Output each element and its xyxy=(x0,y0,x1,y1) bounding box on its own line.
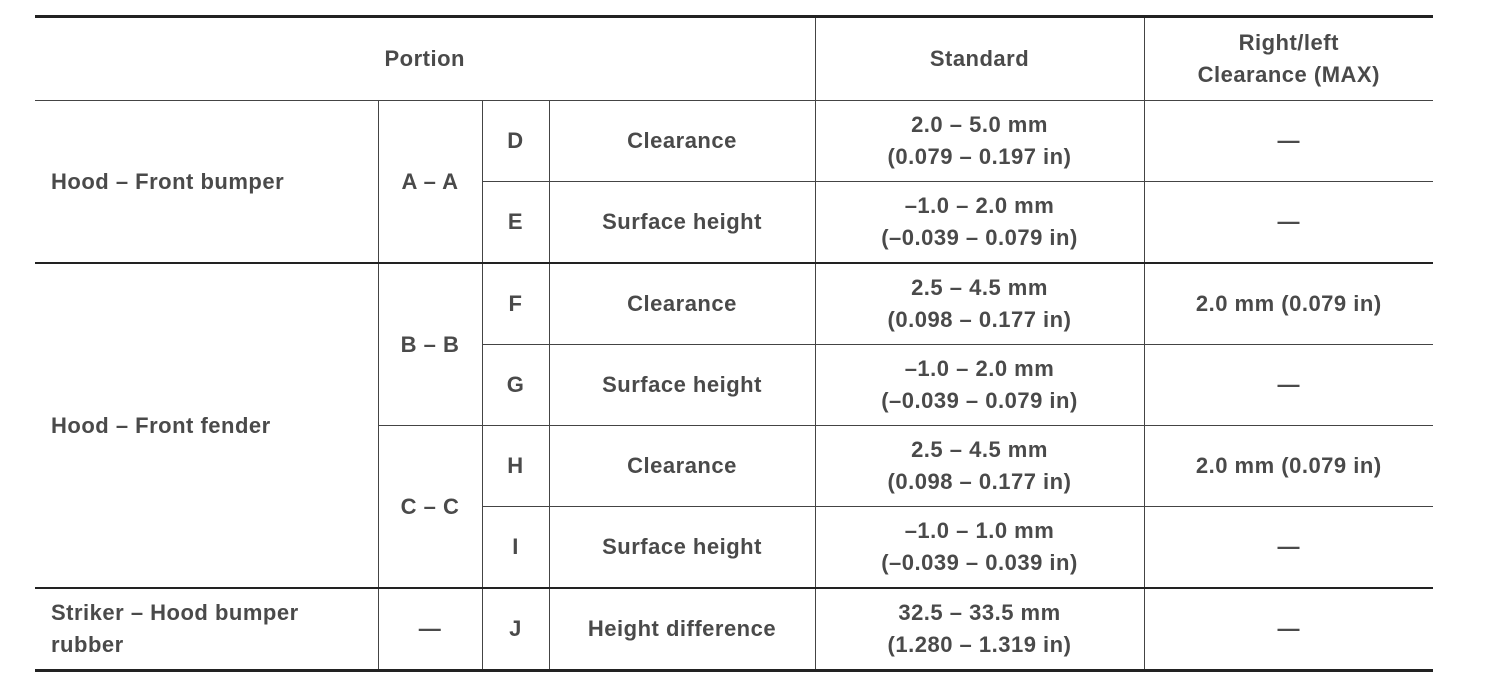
row: Hood – Front fender B – B F Clearance 2.… xyxy=(35,262,1433,589)
standard: 2.5 – 4.5 mm (0.098 – 0.177 in) xyxy=(814,425,1145,507)
max-clearance: — xyxy=(1143,344,1433,426)
item: Surface height xyxy=(548,506,816,589)
row: Hood – Front bumper A – A D Clearance 2.… xyxy=(35,100,1433,264)
row: I Surface height –1.0 – 1.0 mm (–0.039 –… xyxy=(35,506,1433,589)
point: I xyxy=(482,506,550,589)
item: Clearance xyxy=(548,425,816,507)
max-clearance: — xyxy=(1143,587,1433,671)
max-clearance: — xyxy=(1143,181,1433,264)
point: H xyxy=(481,425,550,507)
row: Striker – Hood bumper rubber — J Height … xyxy=(35,587,1433,671)
standard: –1.0 – 1.0 mm (–0.039 – 0.039 in) xyxy=(814,506,1145,589)
row: C – C H Clearance 2.5 – 4.5 mm (0.098 – … xyxy=(35,425,1433,589)
header-row: Portion Standard Right/left Clearance (M… xyxy=(35,16,1433,101)
item: Surface height xyxy=(548,181,816,264)
row: G Surface height –1.0 – 2.0 mm (–0.039 –… xyxy=(35,344,1433,426)
standard: –1.0 – 2.0 mm (–0.039 – 0.079 in) xyxy=(814,181,1145,264)
max-clearance: — xyxy=(1143,100,1433,182)
header-cell: Right/left Clearance (MAX) xyxy=(1143,16,1433,101)
section: A – A xyxy=(377,100,483,264)
header-cell: Standard xyxy=(814,16,1145,101)
standard: –1.0 – 2.0 mm (–0.039 – 0.079 in) xyxy=(814,344,1145,426)
item: Clearance xyxy=(548,262,816,345)
section: — xyxy=(377,587,483,671)
point: G xyxy=(482,344,550,426)
max-clearance: 2.0 mm (0.079 in) xyxy=(1143,262,1433,345)
spec-table: Portion Standard Right/left Clearance (M… xyxy=(35,15,1433,672)
section: B – B xyxy=(377,262,483,426)
point: D xyxy=(481,100,550,182)
section: C – C xyxy=(378,425,483,589)
row: E Surface height –1.0 – 2.0 mm (–0.039 –… xyxy=(35,181,1433,264)
point: E xyxy=(482,181,550,264)
standard: 32.5 – 33.5 mm (1.280 – 1.319 in) xyxy=(814,587,1145,671)
item: Clearance xyxy=(548,100,816,182)
item: Height difference xyxy=(548,587,816,671)
item: Surface height xyxy=(548,344,816,426)
portion: Hood – Front fender xyxy=(35,262,379,589)
header-cell: Portion xyxy=(35,16,816,101)
standard: 2.0 – 5.0 mm (0.079 – 0.197 in) xyxy=(814,100,1145,182)
standard: 2.5 – 4.5 mm (0.098 – 0.177 in) xyxy=(814,262,1145,345)
portion: Striker – Hood bumper rubber xyxy=(35,587,379,671)
point: F xyxy=(481,262,550,345)
max-clearance: 2.0 mm (0.079 in) xyxy=(1143,425,1433,507)
point: J xyxy=(481,587,550,671)
portion: Hood – Front bumper xyxy=(35,100,379,264)
max-clearance: — xyxy=(1143,506,1433,589)
